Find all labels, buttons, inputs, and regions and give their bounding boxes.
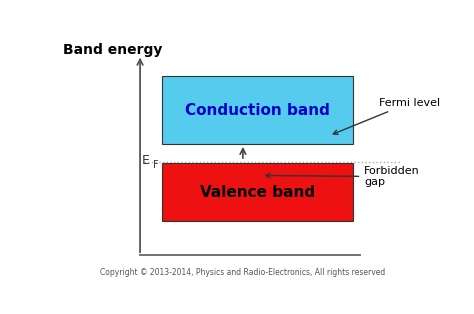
Text: F: F bbox=[153, 160, 158, 170]
Text: E: E bbox=[141, 154, 149, 167]
Text: Fermi level: Fermi level bbox=[333, 98, 440, 134]
Text: Conduction band: Conduction band bbox=[185, 103, 330, 118]
Bar bbox=[162, 76, 353, 144]
Text: Forbidden
gap: Forbidden gap bbox=[265, 166, 420, 187]
Text: Band energy: Band energy bbox=[63, 42, 162, 57]
Text: Valence band: Valence band bbox=[200, 185, 315, 200]
Bar bbox=[162, 163, 353, 221]
Text: Copyright © 2013-2014, Physics and Radio-Electronics, All rights reserved: Copyright © 2013-2014, Physics and Radio… bbox=[100, 268, 385, 277]
